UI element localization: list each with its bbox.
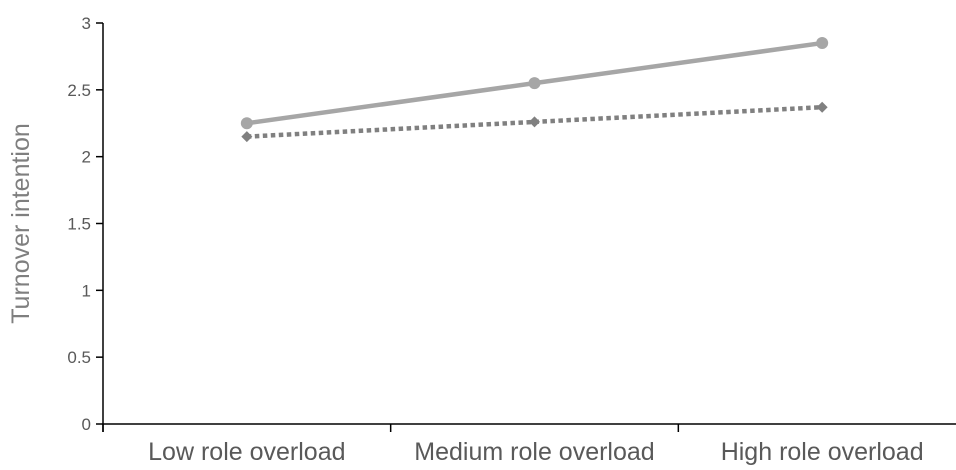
data-point: [529, 116, 540, 128]
series-1: [240, 37, 829, 130]
series-layer: [240, 37, 829, 143]
y-axis-title: Turnover intention: [7, 123, 35, 324]
y-tick-label: 0: [82, 415, 91, 434]
x-category-label: Low role overload: [148, 438, 345, 466]
data-point: [816, 101, 828, 113]
x-category-label: Medium role overload: [414, 438, 654, 466]
y-tick-label: 2.5: [67, 81, 91, 100]
data-point: [528, 77, 541, 90]
y-axis: 0 0.5 1 1.5 2 2.5 3: [67, 14, 104, 434]
data-point: [816, 37, 829, 50]
y-tick-label: 3: [82, 14, 91, 33]
y-tick-label: 0.5: [67, 348, 91, 367]
y-tick-label: 1: [82, 281, 91, 300]
data-point: [240, 117, 253, 130]
series-2: [241, 101, 828, 143]
x-axis: Low role overload Medium role overload Hig…: [102, 423, 956, 466]
y-tick-label: 2: [82, 148, 91, 167]
y-tick-label: 1.5: [67, 215, 91, 234]
x-category-label: High role overload: [721, 438, 924, 466]
data-point: [241, 131, 253, 143]
